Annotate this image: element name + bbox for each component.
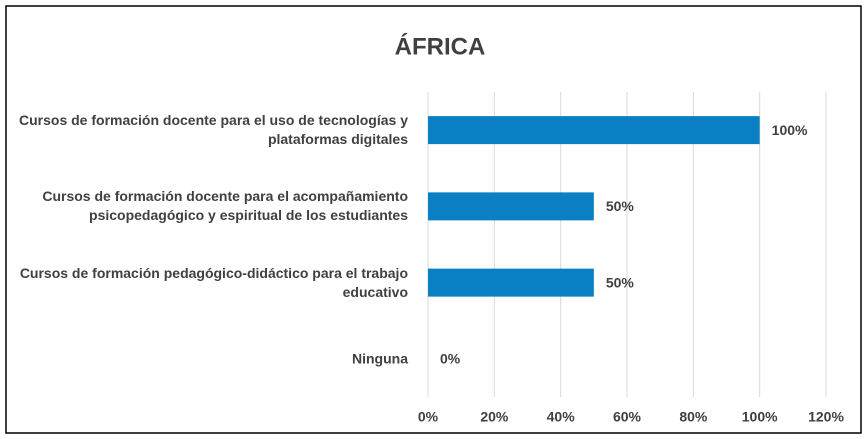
y-tick-label: Cursos de formación pedagógico-didáctico… [19, 264, 408, 300]
x-tick-label: 40% [547, 409, 576, 425]
bar [428, 192, 594, 221]
x-tick-label: 0% [418, 409, 439, 425]
y-tick-label: Cursos de formación docente para el acom… [42, 188, 408, 224]
x-tick-label: 100% [742, 409, 778, 425]
chart-title: ÁFRICA [395, 32, 486, 60]
data-label: 50% [606, 274, 635, 290]
data-label: 100% [772, 122, 808, 138]
data-label: 0% [440, 351, 461, 367]
x-tick-label: 80% [679, 409, 708, 425]
data-label: 50% [606, 198, 635, 214]
x-tick-label: 20% [480, 409, 509, 425]
bar [428, 268, 594, 297]
x-tick-label: 60% [613, 409, 642, 425]
bar [428, 116, 760, 145]
x-tick-label: 120% [808, 409, 844, 425]
y-tick-label: Ninguna [352, 350, 408, 367]
y-tick-label: Cursos de formación docente para el uso … [19, 112, 408, 148]
